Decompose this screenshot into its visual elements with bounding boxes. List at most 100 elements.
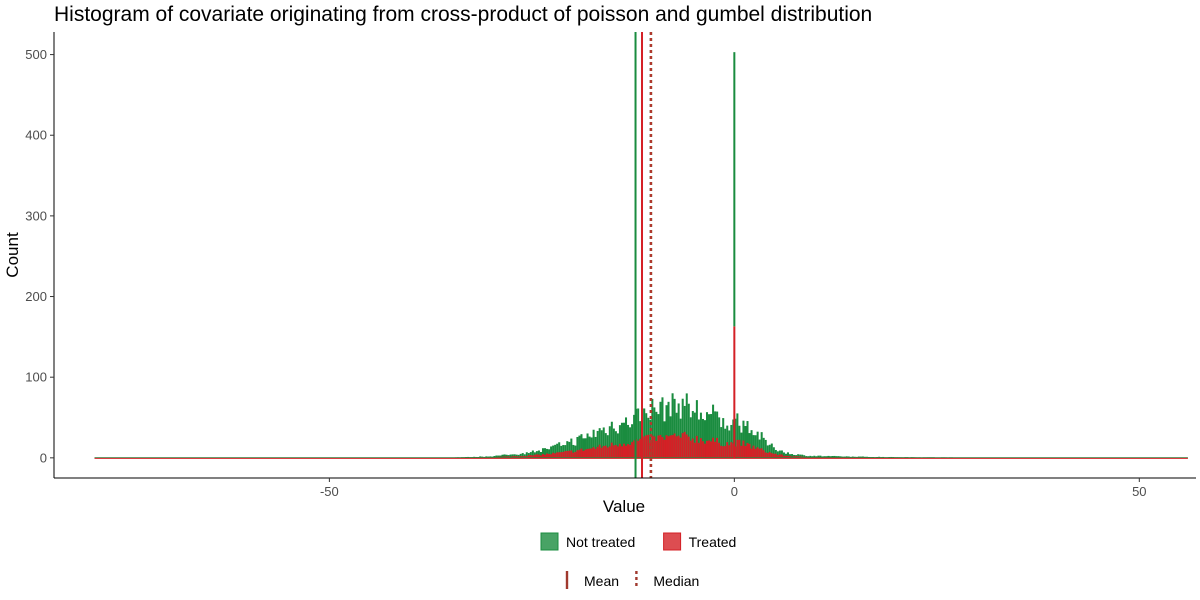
- bar-not-treated: [712, 404, 715, 458]
- bar-not-treated: [576, 436, 579, 458]
- bar-treated: [712, 437, 715, 458]
- bar-not-treated: [801, 454, 804, 458]
- bar-treated: [655, 440, 658, 458]
- bar-not-treated: [631, 424, 634, 458]
- bar-treated: [533, 454, 536, 458]
- bar-not-treated: [525, 452, 528, 458]
- bar-not-treated: [695, 400, 698, 458]
- bar-not-treated: [845, 456, 848, 458]
- bar-not-treated: [544, 448, 547, 458]
- bar-treated: [772, 453, 775, 458]
- bar-not-treated: [590, 437, 593, 458]
- bar-not-treated: [649, 419, 652, 458]
- bar-not-treated: [821, 456, 824, 458]
- bar-treated: [550, 454, 553, 458]
- bar-treated: [659, 434, 662, 458]
- bar-not-treated: [701, 418, 704, 458]
- bar-treated: [586, 448, 589, 458]
- bar-treated: [580, 448, 583, 458]
- bar-treated: [742, 440, 745, 458]
- bar-not-treated: [661, 397, 664, 458]
- bar-not-treated: [580, 434, 583, 458]
- bar-treated: [766, 452, 769, 458]
- bar-treated: [774, 453, 777, 458]
- bar-treated: [734, 446, 737, 458]
- bar-not-treated: [566, 441, 569, 458]
- bar-not-treated: [793, 454, 796, 458]
- x-tick-label: 0: [731, 484, 738, 499]
- bar-not-treated: [740, 432, 743, 458]
- bar-not-treated: [778, 450, 781, 458]
- bar-treated: [562, 451, 565, 458]
- bar-treated: [631, 442, 634, 458]
- bar-not-treated: [677, 403, 680, 458]
- bar-treated: [691, 438, 694, 458]
- bar-treated: [756, 447, 759, 458]
- bar-treated: [786, 455, 790, 458]
- bar-not-treated: [503, 454, 506, 458]
- bar-treated: [572, 452, 575, 458]
- bar-treated: [537, 454, 540, 458]
- x-tick-label: 50: [1132, 484, 1146, 499]
- bar-treated: [596, 446, 599, 458]
- bar-treated: [799, 456, 802, 458]
- bar-not-treated: [667, 401, 670, 458]
- bar-treated: [548, 454, 551, 458]
- bar-treated: [578, 449, 581, 458]
- bar-not-treated: [760, 432, 763, 458]
- bar-not-treated: [570, 438, 573, 458]
- bar-treated: [744, 445, 747, 458]
- spike-treated: [733, 326, 736, 458]
- bar-treated: [558, 452, 561, 458]
- bar-not-treated: [782, 452, 785, 458]
- bar-treated: [521, 456, 524, 458]
- bar-not-treated: [823, 456, 826, 458]
- bar-treated: [667, 436, 670, 458]
- bar-treated: [525, 456, 528, 458]
- bar-not-treated: [643, 408, 646, 458]
- bar-not-treated: [776, 451, 779, 458]
- bar-not-treated: [497, 455, 500, 458]
- y-tick-label: 500: [25, 47, 47, 62]
- bar-not-treated: [546, 448, 549, 458]
- bar-not-treated: [616, 433, 619, 458]
- bar-not-treated: [756, 431, 759, 458]
- bar-not-treated: [710, 414, 713, 458]
- chart-title: Histogram of covariate originating from …: [54, 3, 872, 26]
- bar-treated: [622, 443, 625, 458]
- bar-not-treated: [493, 455, 496, 458]
- bar-not-treated: [815, 456, 818, 458]
- bar-treated: [793, 456, 796, 458]
- bar-not-treated: [582, 438, 585, 458]
- bar-not-treated: [608, 426, 611, 458]
- bar-treated: [590, 448, 593, 458]
- bar-not-treated: [568, 441, 571, 458]
- bar-treated: [541, 454, 545, 458]
- bar-not-treated: [857, 456, 860, 458]
- bar-not-treated: [602, 427, 605, 458]
- bar-treated: [708, 440, 711, 458]
- bar-treated: [618, 443, 621, 458]
- bar-treated: [776, 455, 779, 458]
- bar-not-treated: [560, 445, 563, 458]
- bar-treated: [546, 453, 549, 458]
- bar-treated: [604, 445, 607, 458]
- bar-not-treated: [750, 430, 753, 458]
- bar-not-treated: [511, 454, 514, 458]
- bar-not-treated: [742, 420, 745, 458]
- bar-not-treated: [541, 448, 545, 458]
- bar-not-treated: [653, 407, 656, 458]
- bar-treated: [657, 435, 660, 458]
- bar-treated: [560, 452, 563, 458]
- bar-not-treated: [558, 442, 561, 458]
- bar-treated: [683, 431, 686, 458]
- bar-treated: [633, 440, 636, 458]
- bar-not-treated: [766, 445, 769, 458]
- bar-not-treated: [487, 456, 490, 458]
- bar-not-treated: [825, 456, 828, 458]
- bar-treated: [699, 438, 702, 458]
- bar-treated: [620, 446, 623, 458]
- bar-treated: [566, 450, 569, 458]
- bar-not-treated: [600, 430, 603, 458]
